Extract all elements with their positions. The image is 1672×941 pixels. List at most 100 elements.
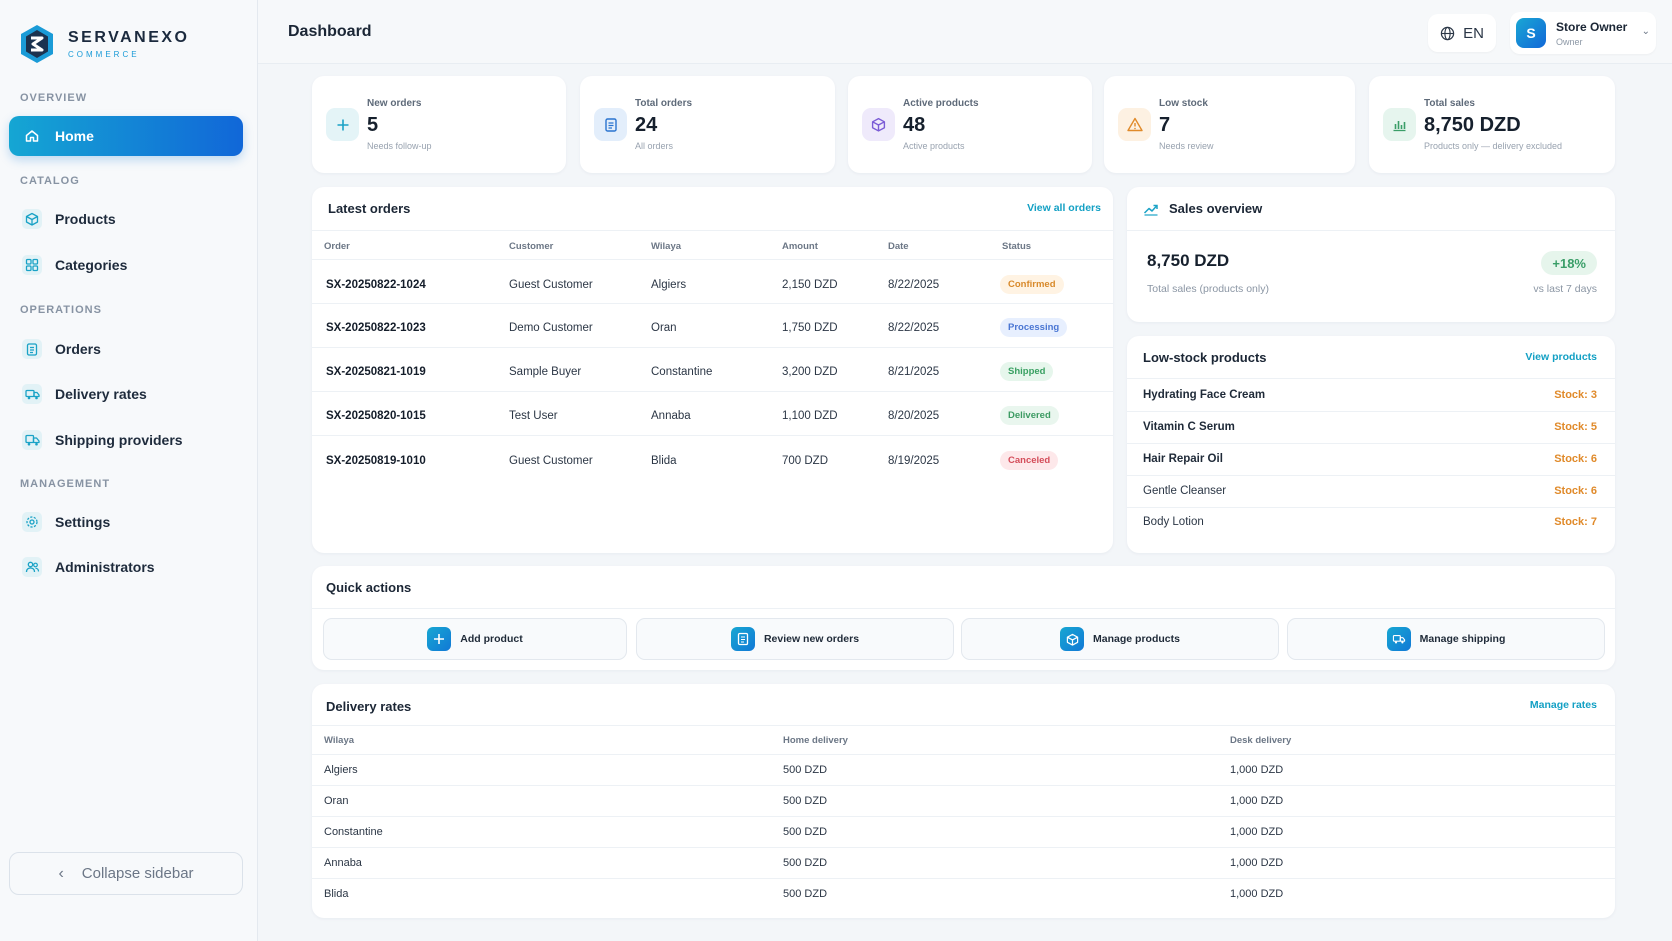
stat-card-new-orders[interactable]: New orders 5 Needs follow-up (312, 76, 566, 173)
order-wilaya: Blida (651, 455, 677, 467)
sidebar-item-settings[interactable]: Settings (9, 502, 243, 542)
order-customer: Demo Customer (509, 322, 593, 334)
low-stock-item[interactable]: Body Lotion (1143, 516, 1204, 528)
chevron-left-icon: ‹ (58, 864, 64, 882)
low-stock-item[interactable]: Vitamin C Serum (1143, 421, 1235, 433)
divider (1127, 378, 1615, 379)
gear-icon (22, 512, 42, 532)
order-amount: 700 DZD (782, 455, 829, 467)
sidebar-item-products[interactable]: Products (9, 199, 243, 239)
brand[interactable]: SERVANEXO COMMERCE (20, 24, 190, 64)
sales-overview-title: Sales overview (1169, 201, 1263, 216)
status-badge: Delivered (1000, 406, 1059, 425)
stat-card-total-sales[interactable]: Total sales 8,750 DZD Products only — de… (1369, 76, 1615, 173)
plus-icon (427, 627, 452, 651)
clipboard-icon (730, 627, 755, 651)
sidebar-item-delivery-rates[interactable]: Delivery rates (9, 374, 243, 414)
column-header[interactable]: Status (1002, 241, 1032, 252)
stat-card-total-orders[interactable]: Total orders 24 All orders (580, 76, 835, 173)
sidebar-item-label: Delivery rates (55, 386, 147, 402)
order-amount: 2,150 DZD (782, 279, 838, 291)
stat-label: New orders (367, 98, 422, 109)
sidebar-item-shipping-providers[interactable]: Shipping providers (9, 420, 243, 460)
manage-products-label: Manage products (1093, 633, 1180, 645)
low-stock-count: Stock: 3 (1554, 389, 1597, 401)
order-id[interactable]: SX-20250821-1019 (326, 366, 426, 378)
sidebar-item-label: Orders (55, 341, 101, 357)
divider (312, 785, 1615, 786)
rate-wilaya: Algiers (324, 764, 358, 776)
low-stock-item[interactable]: Gentle Cleanser (1143, 485, 1227, 497)
order-customer: Test User (509, 410, 558, 422)
sidebar-item-home[interactable]: Home (9, 116, 243, 156)
divider (312, 435, 1113, 436)
low-stock-card: Low-stock products View products Hydrati… (1127, 336, 1615, 553)
sidebar-item-orders[interactable]: Orders (9, 329, 243, 369)
column-header: Desk delivery (1230, 735, 1292, 746)
low-stock-count: Stock: 7 (1554, 516, 1597, 528)
stat-sub: Active products (903, 141, 965, 151)
rate-home: 500 DZD (783, 795, 828, 807)
column-header: Home delivery (783, 735, 848, 746)
low-stock-count: Stock: 5 (1554, 421, 1597, 433)
column-header[interactable]: Amount (782, 241, 818, 252)
column-header[interactable]: Date (888, 241, 909, 252)
stat-card-low-stock[interactable]: Low stock 7 Needs review (1104, 76, 1355, 173)
sidebar-item-label: Products (55, 211, 116, 227)
manage-products-button[interactable]: Manage products (961, 618, 1279, 660)
page-title: Dashboard (288, 23, 372, 40)
warning-icon (1118, 108, 1151, 141)
column-header[interactable]: Wilaya (651, 241, 682, 252)
truck-icon (1386, 627, 1411, 651)
status-badge: Confirmed (1000, 275, 1064, 294)
column-header[interactable]: Order (324, 241, 350, 252)
sales-caption: Total sales (products only) (1147, 283, 1269, 295)
low-stock-count: Stock: 6 (1554, 453, 1597, 465)
review-new-orders-button[interactable]: Review new orders (636, 618, 954, 660)
section-overview: OVERVIEW (20, 92, 88, 104)
divider (312, 347, 1113, 348)
status-badge: Processing (1000, 318, 1068, 337)
sidebar-item-categories[interactable]: Categories (9, 245, 243, 285)
rate-desk: 1,000 DZD (1230, 764, 1284, 776)
sales-change-badge: +18% (1541, 251, 1597, 275)
home-icon (22, 126, 42, 146)
globe-icon (1440, 26, 1455, 40)
clipboard-icon (594, 108, 627, 141)
avatar: S (1516, 18, 1546, 48)
rate-home: 500 DZD (783, 764, 828, 776)
section-management: MANAGEMENT (20, 478, 111, 490)
column-header[interactable]: Customer (509, 241, 554, 252)
low-stock-item[interactable]: Hair Repair Oil (1143, 453, 1223, 465)
add-product-button[interactable]: Add product (323, 618, 627, 660)
language-switcher[interactable]: EN (1428, 14, 1496, 52)
stat-value: 5 (367, 114, 379, 136)
rate-home: 500 DZD (783, 857, 828, 869)
order-id[interactable]: SX-20250822-1024 (326, 279, 426, 291)
collapse-sidebar-button[interactable]: ‹ Collapse sidebar (9, 852, 243, 895)
order-date: 8/21/2025 (888, 366, 940, 378)
order-id[interactable]: SX-20250822-1023 (326, 322, 426, 334)
view-products-link[interactable]: View products (1525, 351, 1597, 363)
manage-shipping-button[interactable]: Manage shipping (1287, 618, 1605, 660)
sidebar-item-administrators[interactable]: Administrators (9, 547, 243, 587)
order-id[interactable]: SX-20250820-1015 (326, 410, 426, 422)
rate-desk: 1,000 DZD (1230, 826, 1284, 838)
view-all-orders-link[interactable]: View all orders (1027, 202, 1101, 214)
low-stock-item[interactable]: Hydrating Face Cream (1143, 389, 1266, 401)
order-id[interactable]: SX-20250819-1010 (326, 455, 426, 467)
section-catalog: CATALOG (20, 175, 80, 187)
divider (312, 754, 1615, 755)
manage-shipping-label: Manage shipping (1419, 633, 1506, 645)
stat-sub: Products only — delivery excluded (1424, 141, 1563, 151)
rate-desk: 1,000 DZD (1230, 795, 1284, 807)
order-wilaya: Algiers (651, 279, 687, 291)
order-customer: Guest Customer (509, 455, 593, 467)
sales-value: 8,750 DZD (1147, 251, 1230, 270)
user-name: Store Owner (1556, 19, 1628, 34)
add-product-label: Add product (460, 633, 523, 645)
stat-card-active-products[interactable]: Active products 48 Active products (848, 76, 1092, 173)
manage-rates-link[interactable]: Manage rates (1529, 699, 1597, 711)
users-icon (22, 557, 42, 577)
user-menu[interactable]: S Store Owner Owner ⌄ (1510, 12, 1656, 54)
